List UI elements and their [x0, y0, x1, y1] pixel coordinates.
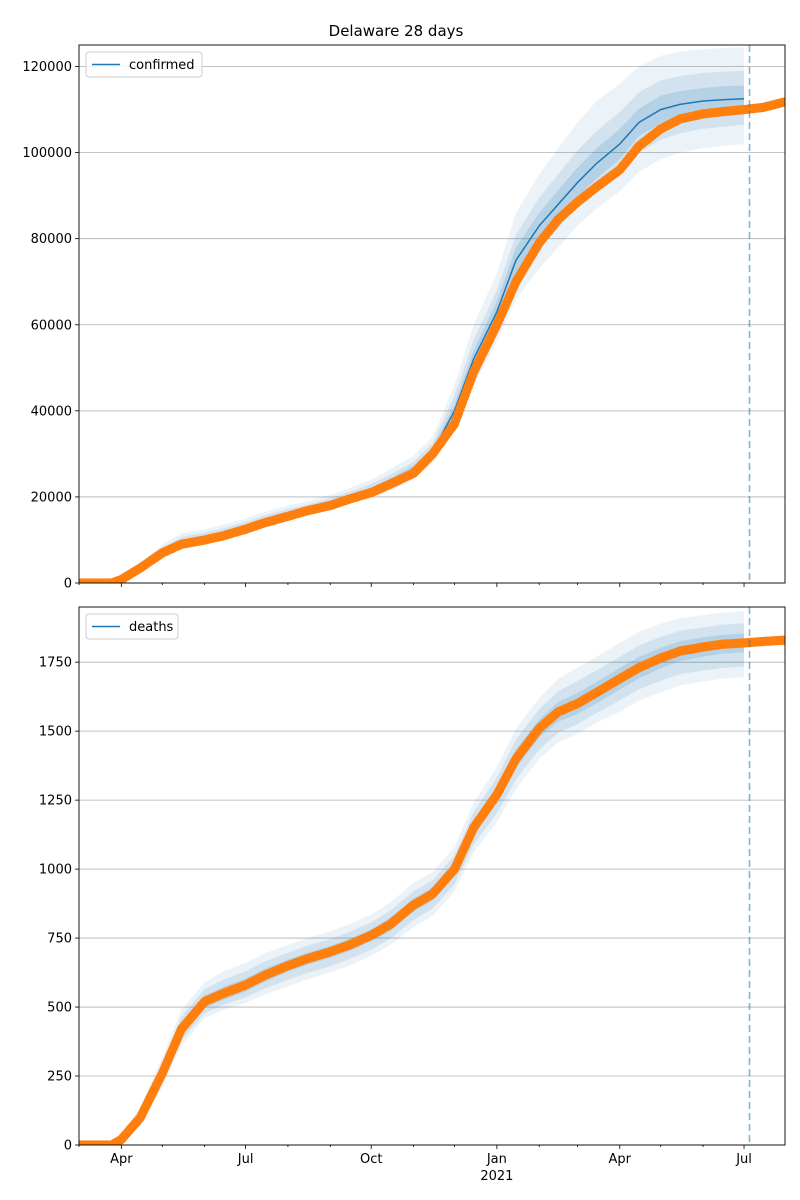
x-tick-label: Jul — [237, 1152, 254, 1167]
x-tick-label: Apr — [110, 1152, 133, 1167]
observed-series — [79, 97, 785, 583]
y-tick-label: 20000 — [31, 490, 72, 505]
x-tick-label: Oct — [360, 1152, 382, 1167]
x-tick-label: Jul — [735, 1152, 752, 1167]
x-tick-label: Apr — [609, 1152, 632, 1167]
legend-label: confirmed — [129, 58, 195, 73]
plot-area — [79, 611, 785, 1145]
axes-frame — [78, 44, 786, 584]
legend-label: deaths — [129, 620, 174, 635]
y-tick-label: 1750 — [39, 656, 72, 671]
confirmed-panel: Delaware 28 days 0 20000 40000 60000 80000 10… — [22, 22, 786, 592]
y-tick-label: 500 — [47, 1001, 72, 1016]
y-tick-label: 100000 — [22, 146, 72, 161]
chart-title: Delaware 28 days — [329, 22, 464, 40]
y-tick-label: 120000 — [22, 60, 72, 75]
legend-box — [85, 51, 203, 78]
y-tick-label: 80000 — [31, 232, 72, 247]
y-tick-label: 60000 — [31, 318, 72, 333]
legend-box — [85, 613, 179, 640]
observed-point — [780, 97, 785, 107]
y-tick-label: 0 — [64, 1139, 72, 1154]
y-tick-label: 0 — [64, 577, 72, 592]
deaths-panel: 0 250 500 750 1000 1250 1500 1750 Apr Jul Oct Jan 20… — [39, 606, 786, 1184]
axes-frame — [78, 606, 786, 1146]
y-tick-label: 40000 — [31, 404, 72, 419]
observed-series — [79, 635, 785, 1145]
observed-point — [780, 635, 785, 645]
y-tick-label: 250 — [47, 1070, 72, 1085]
y-tick-label: 1500 — [39, 725, 72, 740]
y-tick-label: 1250 — [39, 794, 72, 809]
legend: deaths — [85, 613, 179, 640]
uncertainty-band — [79, 611, 744, 1145]
x-tick-year-label: 2021 — [480, 1169, 513, 1184]
y-tick-label: 1000 — [39, 863, 72, 878]
legend: confirmed — [85, 51, 203, 78]
plot-area — [79, 47, 785, 583]
y-tick-label: 750 — [47, 932, 72, 947]
uncertainty-band — [79, 47, 744, 583]
x-tick-label: Jan — [486, 1152, 507, 1167]
